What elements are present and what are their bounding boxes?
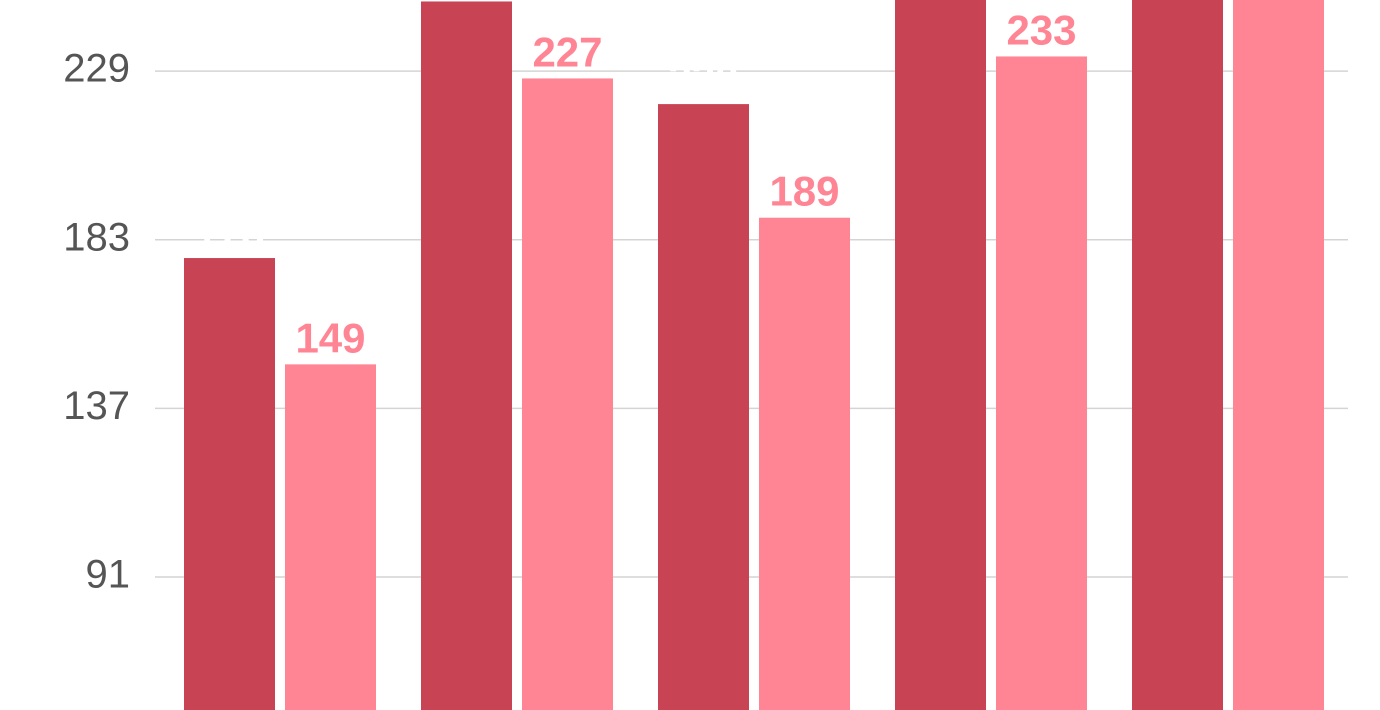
bar (522, 78, 613, 710)
bar (658, 104, 749, 710)
bar (285, 364, 376, 710)
bar (184, 258, 275, 710)
value-label: 189 (769, 168, 839, 215)
y-tick-label: 91 (86, 553, 131, 597)
bar (759, 217, 850, 710)
bar (421, 1, 512, 710)
bar (895, 0, 986, 710)
value-label: 233 (1006, 6, 1076, 53)
value-label: 227 (532, 28, 602, 75)
bar (1233, 0, 1324, 710)
y-tick-label: 229 (63, 47, 130, 91)
value-label: 178 (194, 208, 264, 255)
value-label: 149 (295, 314, 365, 361)
bar (996, 56, 1087, 710)
value-label: 220 (668, 54, 738, 101)
bar (1132, 0, 1223, 710)
y-tick-label: 183 (63, 215, 130, 259)
y-tick-label: 137 (63, 384, 130, 428)
